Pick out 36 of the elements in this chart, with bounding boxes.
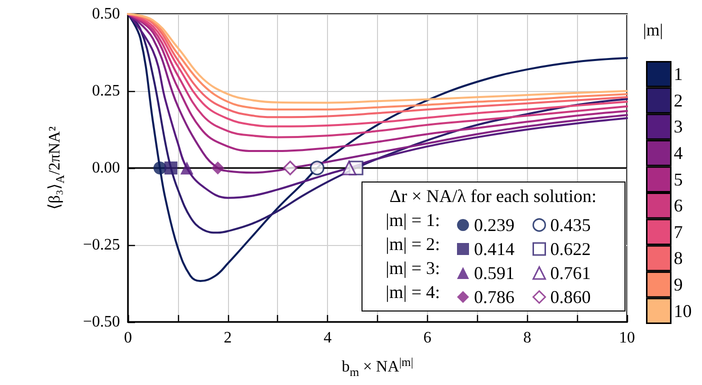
legend-label: 2	[674, 90, 683, 110]
x-tick-label: 6	[423, 330, 432, 346]
legend-label: 10	[674, 300, 692, 321]
legend-title: |m|	[642, 20, 664, 40]
legend-label: 8	[674, 248, 683, 268]
x-tick-label: 8	[523, 330, 532, 346]
legend-label: 9	[674, 274, 683, 295]
y-tick-label: 0.25	[92, 82, 120, 100]
legend-label: 6	[674, 196, 683, 216]
legend-label: 3	[674, 116, 683, 137]
x-tick-label: 4	[324, 330, 332, 346]
legend-label: 0.860	[550, 287, 591, 307]
y-axis-title: ⟨β₃⟩A/2πNA²	[46, 126, 67, 210]
x-tick-label: 2	[224, 330, 232, 346]
annotation: |m| = 3:	[386, 258, 440, 278]
annotation: |m| = 4:	[386, 282, 440, 302]
legend-label: 0.786	[474, 287, 514, 307]
y-tick-label: 0.00	[92, 160, 120, 176]
annotation: |m| = 1:	[386, 210, 440, 230]
legend-label: 0.435	[550, 215, 591, 235]
legend-label: 1	[674, 64, 683, 84]
legend-label: 5	[674, 169, 683, 190]
legend-label: 4	[674, 143, 683, 164]
legend-label: 0.622	[550, 239, 591, 259]
annotation: |m| = 2:	[386, 234, 440, 254]
y-tick-label: 0.50	[92, 6, 120, 22]
y-tick-label: −0.25	[82, 236, 120, 254]
legend-label: 0.414	[474, 239, 514, 259]
y-tick-label: −0.50	[82, 314, 120, 330]
annotation: Δr × NA/λ for each solution:	[390, 186, 596, 206]
legend-label: 0.591	[474, 263, 514, 283]
legend-label: 0.239	[474, 215, 514, 235]
legend-label: 7	[674, 222, 683, 242]
legend-label: 0.761	[550, 263, 591, 283]
x-tick-label: 0	[124, 330, 132, 346]
x-tick-label: 10	[619, 330, 635, 346]
